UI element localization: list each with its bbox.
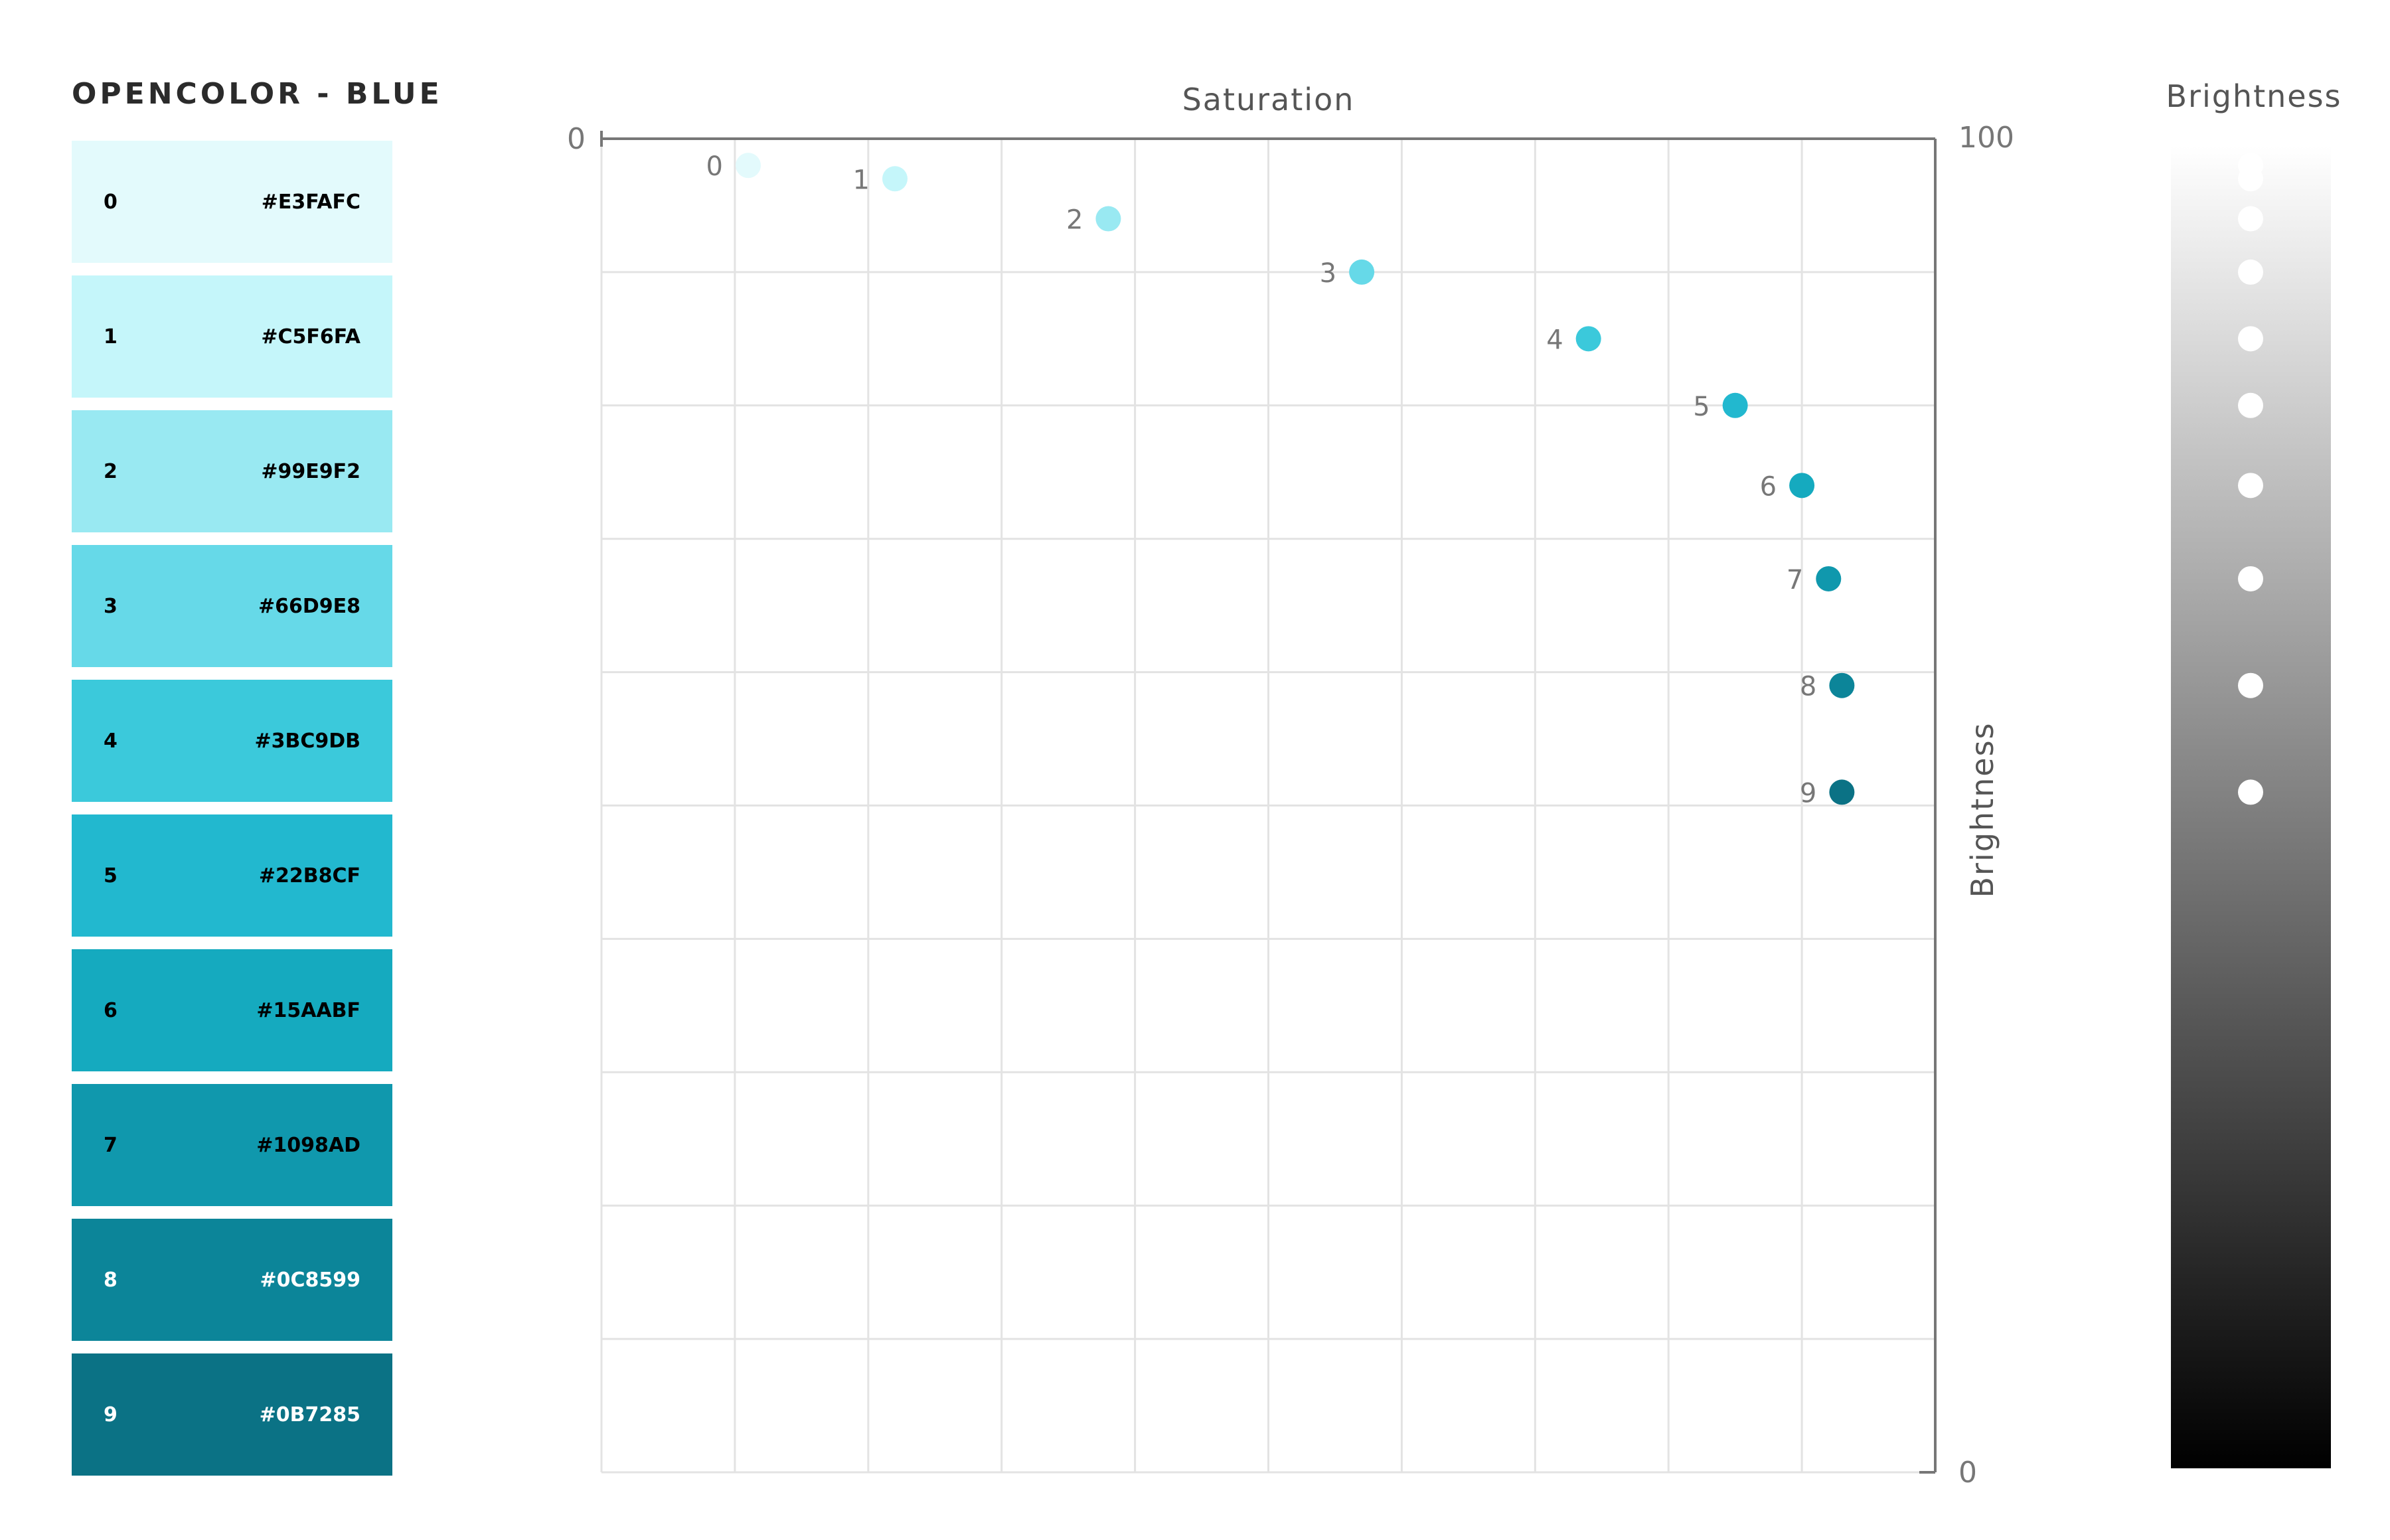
chart-axes xyxy=(600,131,1937,1474)
point-label: 3 xyxy=(1320,258,1336,289)
data-point xyxy=(882,166,908,192)
brightness-marker xyxy=(2238,392,2263,418)
color-swatch: 1 #C5F6FA xyxy=(72,275,392,398)
brightness-marker xyxy=(2238,206,2263,232)
brightness-marker xyxy=(2238,566,2263,591)
swatch-hex: #66D9E8 xyxy=(258,594,360,618)
brightness-marker xyxy=(2238,166,2263,192)
point-label: 4 xyxy=(1546,325,1563,355)
color-swatch: 2 #99E9F2 xyxy=(72,410,392,532)
palette-title: OPENCOLOR - BLUE xyxy=(72,77,443,111)
data-point xyxy=(1095,206,1121,232)
swatch-index: 5 xyxy=(104,864,118,887)
swatch-index: 0 xyxy=(104,190,118,214)
point-label: 5 xyxy=(1693,392,1710,422)
swatch-hex: #99E9F2 xyxy=(261,459,360,483)
data-point xyxy=(1789,473,1815,499)
brightness-marker xyxy=(2238,473,2263,499)
data-point xyxy=(735,153,761,179)
swatch-hex: #C5F6FA xyxy=(261,325,360,348)
color-swatch: 4 #3BC9DB xyxy=(72,680,392,802)
data-point xyxy=(1816,566,1842,591)
brightness-gradient-bar xyxy=(2171,146,2331,1468)
point-label: 7 xyxy=(1787,565,1803,595)
swatch-hex: #3BC9DB xyxy=(254,729,360,753)
swatch-hex: #15AABF xyxy=(256,998,360,1022)
x-axis-title: Saturation xyxy=(1182,82,1355,117)
swatch-index: 7 xyxy=(104,1133,118,1157)
swatch-hex: #0C8599 xyxy=(260,1268,360,1292)
swatch-hex: #0B7285 xyxy=(259,1403,360,1426)
brightness-markers xyxy=(2238,153,2263,805)
color-swatch: 7 #1098AD xyxy=(72,1084,392,1206)
brightness-marker xyxy=(2238,326,2263,352)
swatch-index: 1 xyxy=(104,325,118,348)
color-swatch: 0 #E3FAFC xyxy=(72,141,392,263)
color-swatch: 5 #22B8CF xyxy=(72,814,392,937)
swatch-index: 3 xyxy=(104,594,118,618)
x-tick-label: 0 xyxy=(567,122,586,156)
brightness-scale-title: Brightness xyxy=(2166,78,2342,114)
swatch-index: 6 xyxy=(104,998,118,1022)
swatch-index: 9 xyxy=(104,1403,118,1426)
swatch-hex: #22B8CF xyxy=(258,864,360,887)
swatch-list: 0 #E3FAFC 1 #C5F6FA 2 #99E9F2 3 #66D9E8 4 #3BC9DB… xyxy=(72,141,392,1488)
swatch-hex: #1098AD xyxy=(256,1133,360,1157)
point-label: 6 xyxy=(1760,471,1777,502)
brightness-marker xyxy=(2238,672,2263,698)
brightness-marker xyxy=(2238,259,2263,285)
data-point xyxy=(1575,326,1601,352)
chart-grid xyxy=(600,137,1937,1474)
point-label: 9 xyxy=(1800,778,1816,809)
y-tick-label: 100 xyxy=(1958,121,2014,155)
data-point xyxy=(1722,392,1748,418)
data-point xyxy=(1829,779,1855,805)
data-points: 0 1 2 3 4 5 6 7 8 9 xyxy=(706,151,1855,809)
swatch-index: 4 xyxy=(104,729,118,753)
swatch-hex: #E3FAFC xyxy=(261,190,360,214)
color-swatch: 3 #66D9E8 xyxy=(72,545,392,667)
point-label: 8 xyxy=(1800,672,1816,702)
brightness-marker xyxy=(2238,779,2263,805)
swatch-index: 2 xyxy=(104,459,118,483)
color-swatch: 9 #0B7285 xyxy=(72,1353,392,1476)
color-swatch: 6 #15AABF xyxy=(72,949,392,1071)
y-axis-title: Brightness xyxy=(1964,722,2000,897)
point-label: 1 xyxy=(853,165,870,195)
color-swatch: 8 #0C8599 xyxy=(72,1219,392,1341)
y-tick-label: 0 xyxy=(1958,1456,1977,1490)
point-label: 0 xyxy=(706,151,723,182)
data-point xyxy=(1829,672,1855,698)
data-point xyxy=(1349,259,1375,285)
swatch-index: 8 xyxy=(104,1268,118,1292)
point-label: 2 xyxy=(1066,205,1083,236)
